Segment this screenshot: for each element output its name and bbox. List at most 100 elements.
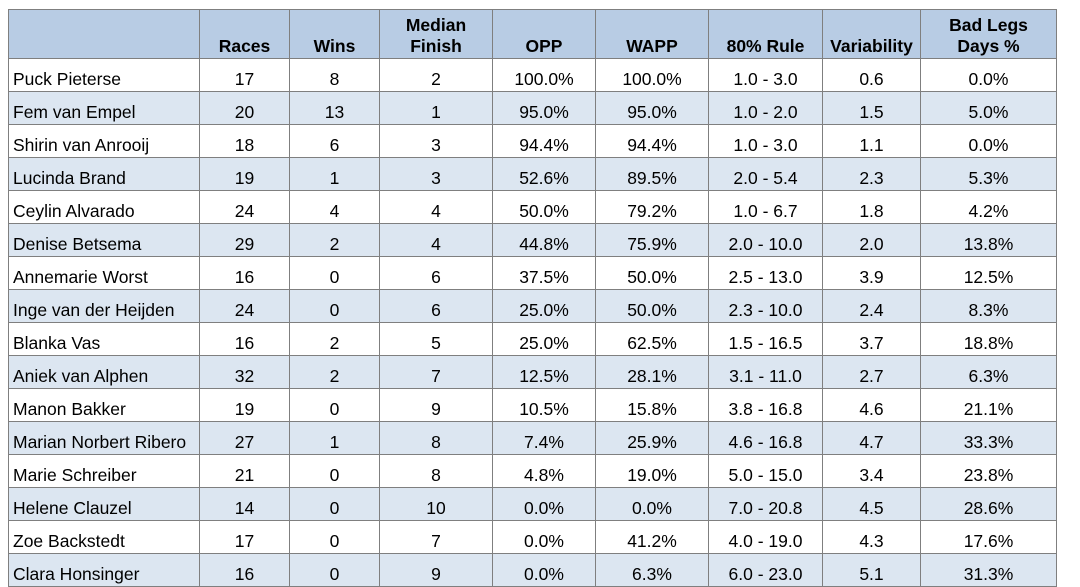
cell-variability: 2.0 [822,223,921,257]
cell-median-finish: 3 [379,124,493,158]
cell-opp: 100.0% [492,58,596,92]
cell-wapp: 100.0% [595,58,709,92]
cell-variability: 2.4 [822,289,921,323]
cell-opp: 37.5% [492,256,596,290]
cell-wins: 2 [289,322,380,356]
cell-wapp: 41.2% [595,520,709,554]
cell-eighty-percent-rule: 3.1 - 11.0 [708,355,823,389]
cell-races: 16 [199,256,290,290]
cell-races: 16 [199,553,290,587]
cell-races: 17 [199,58,290,92]
cell-races: 24 [199,289,290,323]
cell-wins: 0 [289,454,380,488]
cell-opp: 4.8% [492,454,596,488]
table-row: Shirin van Anrooij 18 6 3 94.4% 94.4% 1.0 - 3.… [8,124,1057,158]
cell-opp: 12.5% [492,355,596,389]
cell-median-finish: 6 [379,256,493,290]
table-row: Manon Bakker 19 0 9 10.5% 15.8% 3.8 - 16.8 4.6 2… [8,388,1057,422]
cell-bad-legs-days-pct: 17.6% [920,520,1057,554]
cell-wapp: 79.2% [595,190,709,224]
header-races: Races [199,9,290,59]
cell-rider-name: Puck Pieterse [8,58,200,92]
table-body: Puck Pieterse 17 8 2 100.0% 100.0% 1.0 - 3.0 0.… [8,58,1057,587]
cell-median-finish: 8 [379,454,493,488]
cell-wapp: 50.0% [595,256,709,290]
cell-variability: 2.7 [822,355,921,389]
header-opp: OPP [492,9,596,59]
cell-bad-legs-days-pct: 23.8% [920,454,1057,488]
cell-bad-legs-days-pct: 12.5% [920,256,1057,290]
cell-races: 14 [199,487,290,521]
cell-wins: 6 [289,124,380,158]
cell-wapp: 15.8% [595,388,709,422]
cell-median-finish: 3 [379,157,493,191]
header-races-line: Races [218,36,271,56]
cell-wapp: 89.5% [595,157,709,191]
table-row: Aniek van Alphen 32 2 7 12.5% 28.1% 3.1 - 11.0… [8,355,1057,389]
cell-opp: 95.0% [492,91,596,125]
cell-variability: 4.3 [822,520,921,554]
cell-median-finish: 9 [379,553,493,587]
table-row: Zoe Backstedt 17 0 7 0.0% 41.2% 4.0 - 19.0 4.3 1… [8,520,1057,554]
cell-opp: 0.0% [492,553,596,587]
header-wins-line: Wins [313,36,356,56]
cell-races: 16 [199,322,290,356]
cell-wins: 0 [289,388,380,422]
table-row: Marie Schreiber 21 0 8 4.8% 19.0% 5.0 - 15.0 3.… [8,454,1057,488]
cell-eighty-percent-rule: 1.5 - 16.5 [708,322,823,356]
cell-median-finish: 8 [379,421,493,455]
cell-variability: 1.5 [822,91,921,125]
cell-rider-name: Ceylin Alvarado [8,190,200,224]
cell-opp: 10.5% [492,388,596,422]
cell-eighty-percent-rule: 3.8 - 16.8 [708,388,823,422]
cell-races: 18 [199,124,290,158]
header-bad-legs-days-pct: Bad Legs Days % [920,9,1057,59]
header-wins: Wins [289,9,380,59]
cell-median-finish: 7 [379,355,493,389]
header-variability: Variability [822,9,921,59]
cell-median-finish: 7 [379,520,493,554]
header-median-finish-line: Median [405,15,467,35]
cell-bad-legs-days-pct: 8.3% [920,289,1057,323]
cell-median-finish: 9 [379,388,493,422]
cell-wapp: 6.3% [595,553,709,587]
cell-wins: 8 [289,58,380,92]
cell-variability: 4.7 [822,421,921,455]
table-row: Lucinda Brand 19 1 3 52.6% 89.5% 2.0 - 5.4 2.3 5… [8,157,1057,191]
cell-median-finish: 1 [379,91,493,125]
cell-bad-legs-days-pct: 5.3% [920,157,1057,191]
cell-bad-legs-days-pct: 5.0% [920,91,1057,125]
cell-wapp: 75.9% [595,223,709,257]
cell-wins: 1 [289,157,380,191]
cell-races: 20 [199,91,290,125]
header-rider-name [8,9,200,59]
cell-wins: 2 [289,223,380,257]
cell-bad-legs-days-pct: 0.0% [920,124,1057,158]
cell-rider-name: Marie Schreiber [8,454,200,488]
cell-bad-legs-days-pct: 6.3% [920,355,1057,389]
cell-variability: 3.9 [822,256,921,290]
table-row: Blanka Vas 16 2 5 25.0% 62.5% 1.5 - 16.5 3.7 18.… [8,322,1057,356]
cell-wins: 1 [289,421,380,455]
cell-bad-legs-days-pct: 13.8% [920,223,1057,257]
table-row: Denise Betsema 29 2 4 44.8% 75.9% 2.0 - 10.0 2.… [8,223,1057,257]
cell-bad-legs-days-pct: 28.6% [920,487,1057,521]
cell-eighty-percent-rule: 4.6 - 16.8 [708,421,823,455]
cell-rider-name: Blanka Vas [8,322,200,356]
cell-variability: 3.4 [822,454,921,488]
cell-rider-name: Zoe Backstedt [8,520,200,554]
cell-rider-name: Inge van der Heijden [8,289,200,323]
table-row: Marian Norbert Ribero 27 1 8 7.4% 25.9% 4.6 - … [8,421,1057,455]
cell-opp: 25.0% [492,322,596,356]
cell-races: 29 [199,223,290,257]
cell-bad-legs-days-pct: 4.2% [920,190,1057,224]
header-bad-legs-days-pct-line: Bad Legs [949,15,1028,35]
cell-eighty-percent-rule: 4.0 - 19.0 [708,520,823,554]
cell-races: 24 [199,190,290,224]
cell-wapp: 50.0% [595,289,709,323]
cell-opp: 50.0% [492,190,596,224]
header-bad-legs-days-pct-line: Days % [957,36,1020,56]
cell-rider-name: Shirin van Anrooij [8,124,200,158]
cell-wapp: 28.1% [595,355,709,389]
header-median-finish: Median Finish [379,9,493,59]
